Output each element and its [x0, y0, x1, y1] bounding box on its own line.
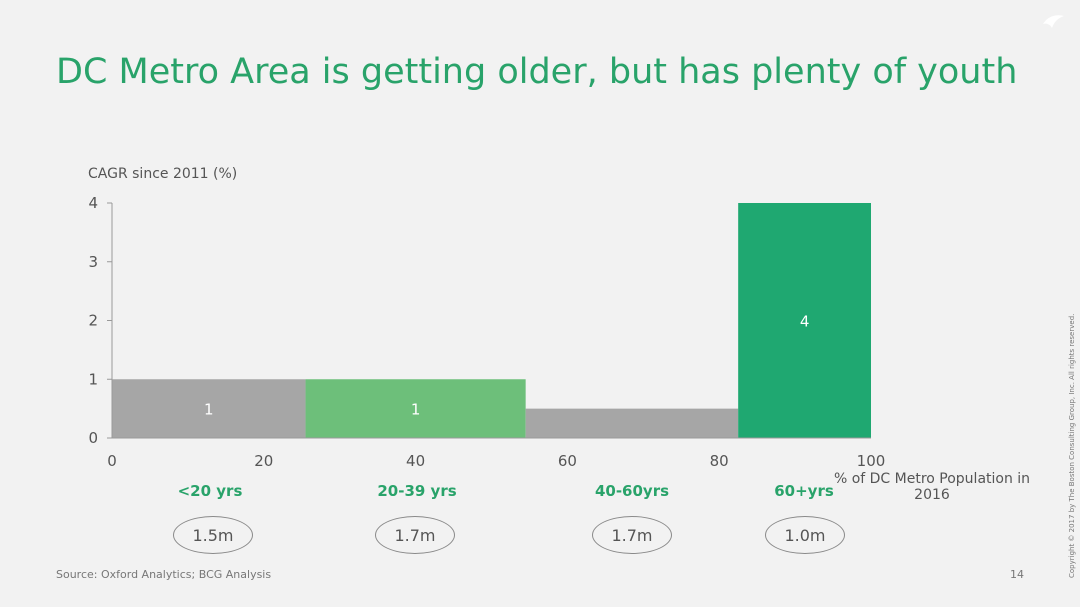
- y-tick-label: 3: [88, 253, 98, 271]
- population-badge-under-20: 1.5m: [173, 516, 253, 554]
- x-tick-label: 40: [406, 452, 425, 470]
- y-axis-label: CAGR since 2011 (%): [88, 166, 238, 182]
- x-tick-label: 60: [558, 452, 577, 470]
- bar-0: [112, 379, 306, 438]
- x-tick-label: 80: [710, 452, 729, 470]
- category-label-40-60: 40-60yrs: [594, 482, 670, 500]
- population-badge-40-60: 1.7m: [592, 516, 672, 554]
- bar-label-3: 4: [800, 313, 810, 331]
- bar-label-1: 1: [411, 401, 421, 419]
- y-tick-label: 0: [88, 429, 98, 447]
- category-label-under-20: <20 yrs: [177, 482, 243, 500]
- population-badge-60-plus: 1.0m: [765, 516, 845, 554]
- bar-3: [738, 203, 871, 438]
- category-label-60-plus: 60+yrs: [774, 482, 834, 500]
- page-number: 14: [1010, 568, 1024, 581]
- x-tick-label: 0: [107, 452, 117, 470]
- population-badge-20-39: 1.7m: [375, 516, 455, 554]
- category-label-20-39: 20-39 yrs: [377, 482, 457, 500]
- y-tick-label: 4: [88, 194, 98, 212]
- source-note: Source: Oxford Analytics; BCG Analysis: [56, 568, 272, 581]
- bar-2: [525, 408, 739, 438]
- copyright-notice: Copyright © 2017 by The Boston Consultin…: [1068, 313, 1076, 578]
- x-tick-label: 100: [857, 452, 886, 470]
- bar-label-0: 1: [204, 401, 214, 419]
- bcg-logo-icon: [1043, 15, 1064, 28]
- bar-1: [305, 379, 526, 438]
- page-title: DC Metro Area is getting older, but has …: [56, 52, 1018, 92]
- y-tick-label: 1: [88, 370, 98, 388]
- x-tick-label: 20: [254, 452, 273, 470]
- y-tick-label: 2: [88, 312, 98, 330]
- x-axis-label: % of DC Metro Population in 2016: [833, 471, 1031, 503]
